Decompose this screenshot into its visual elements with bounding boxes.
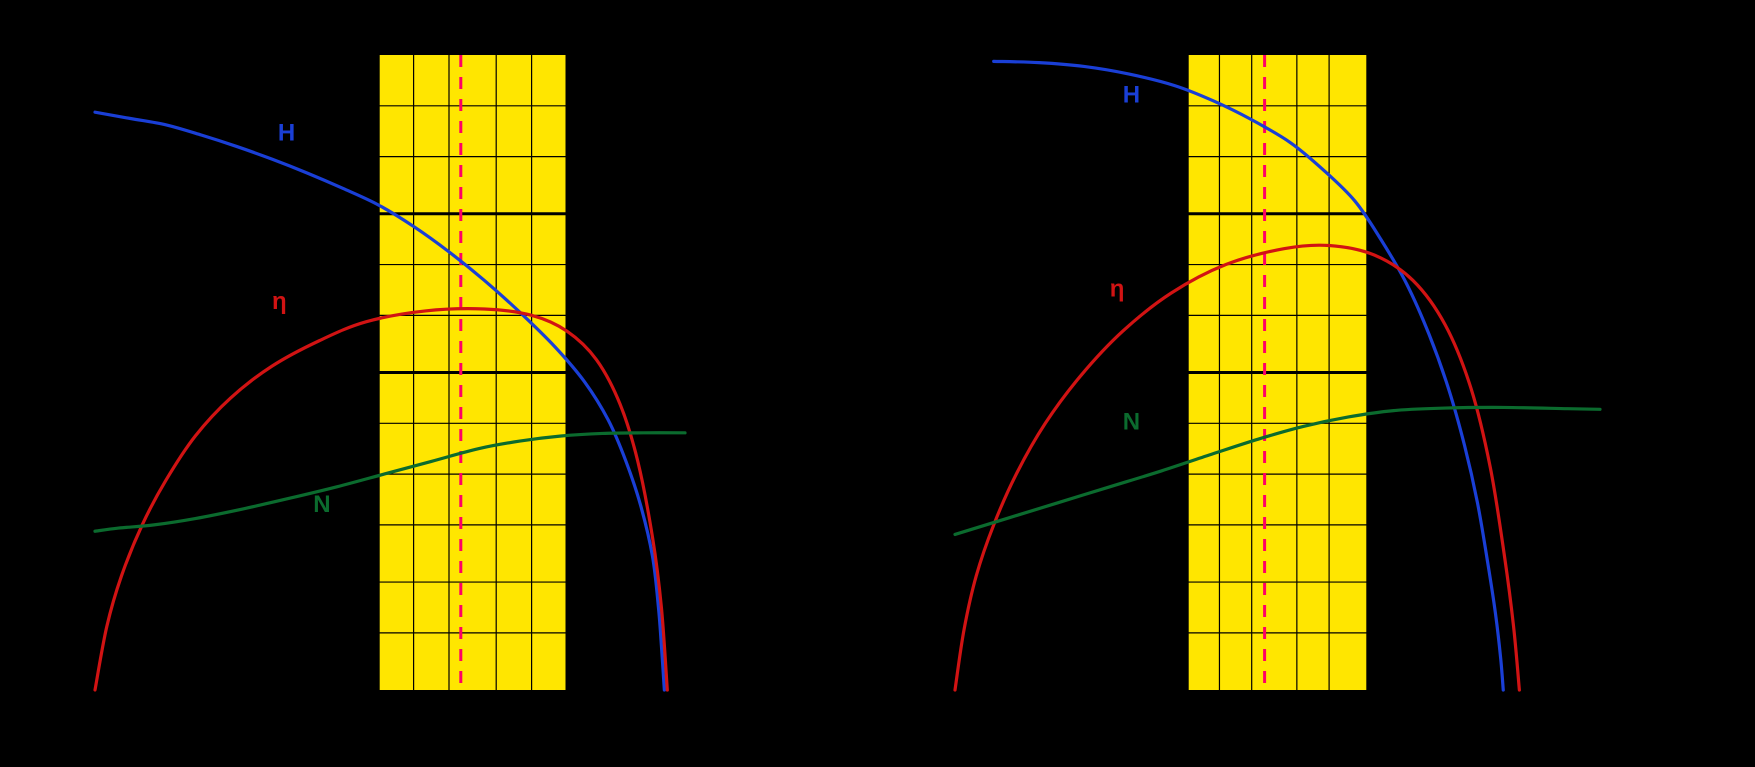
right-N-label: N [1123,409,1140,436]
figure-canvas: Hη N Hη N [0,0,1755,767]
right-H-label: H [1123,82,1140,109]
right-eta-label: η [1110,275,1125,302]
left-eta-label: η [272,288,287,315]
background [0,0,1755,767]
left-H-label: H [278,120,295,147]
left-N-label: N [313,491,330,518]
